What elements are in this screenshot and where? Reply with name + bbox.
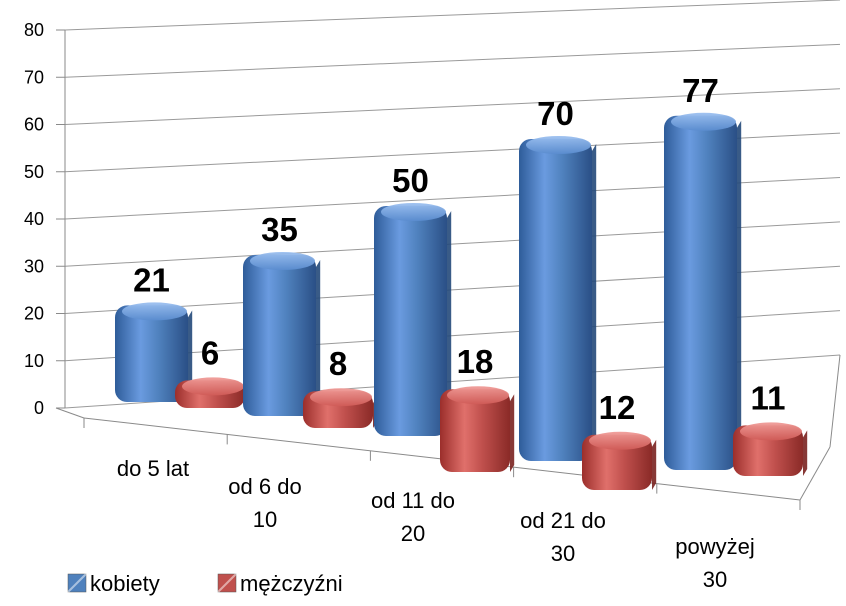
gridlines (64, 0, 841, 409)
y-axis-ticks: 0 10 20 30 40 50 60 70 80 (24, 20, 44, 418)
data-label-mezczyzni: 12 (599, 389, 636, 426)
legend-item: kobiety (67, 571, 160, 596)
bar-kobiety (664, 112, 742, 471)
data-label-kobiety: 70 (537, 95, 574, 132)
x-axis-categories: do 5 lat od 6 do 10 od 11 do 20 od 21 do 30 pow… (117, 456, 755, 592)
floor-right-edge (799, 446, 831, 501)
data-label-mezczyzni: 18 (457, 343, 494, 380)
legend-label: kobiety (90, 571, 160, 596)
data-label-mezczyzni: 8 (329, 345, 347, 382)
bar-mezczyzni (582, 431, 657, 490)
y-tick-label: 50 (24, 162, 44, 182)
data-label-kobiety: 77 (682, 72, 719, 109)
bar-mezczyzni (440, 386, 515, 472)
bar-kobiety (374, 203, 452, 436)
data-label-kobiety: 21 (133, 261, 170, 298)
x-category-label: do 5 lat (117, 456, 189, 481)
data-labels: 21 6 35 8 50 18 70 12 77 11 (133, 72, 785, 426)
y-tick-label: 40 (24, 209, 44, 229)
y-tick-label: 30 (24, 256, 44, 276)
bar-kobiety (115, 302, 193, 402)
x-category-label: od 21 do 30 (520, 508, 606, 566)
gridline (64, 43, 841, 78)
data-label-kobiety: 35 (261, 211, 298, 248)
y-tick-label: 70 (24, 67, 44, 87)
x-category-label: od 11 do 20 (371, 488, 455, 546)
legend: kobiety mężczyźni (67, 571, 343, 596)
x-category-label: od 6 do 10 (228, 474, 301, 532)
y-tick-label: 80 (24, 20, 44, 40)
gridline (64, 0, 841, 31)
x-category-label: powyżej 30 (675, 534, 754, 592)
bar-mezczyzni (303, 388, 378, 428)
floor-back-right-edge (829, 354, 841, 448)
bar-kobiety (243, 252, 321, 416)
bar-mezczyzni (175, 377, 250, 408)
y-tick-label: 10 (24, 351, 44, 371)
data-label-kobiety: 50 (392, 162, 429, 199)
bar-kobiety (519, 136, 597, 461)
bars (115, 112, 808, 490)
y-tick-label: 60 (24, 115, 44, 135)
data-label-mezczyzni: 6 (201, 334, 219, 371)
gridline (64, 88, 841, 125)
y-tick-label: 20 (24, 304, 44, 324)
legend-label: mężczyźni (240, 571, 343, 596)
floor-left-edge (55, 407, 85, 419)
legend-item: mężczyźni (217, 571, 343, 596)
bar-mezczyzni (733, 422, 808, 476)
data-label-mezczyzni: 11 (751, 379, 786, 416)
y-tick-label: 0 (34, 398, 44, 418)
